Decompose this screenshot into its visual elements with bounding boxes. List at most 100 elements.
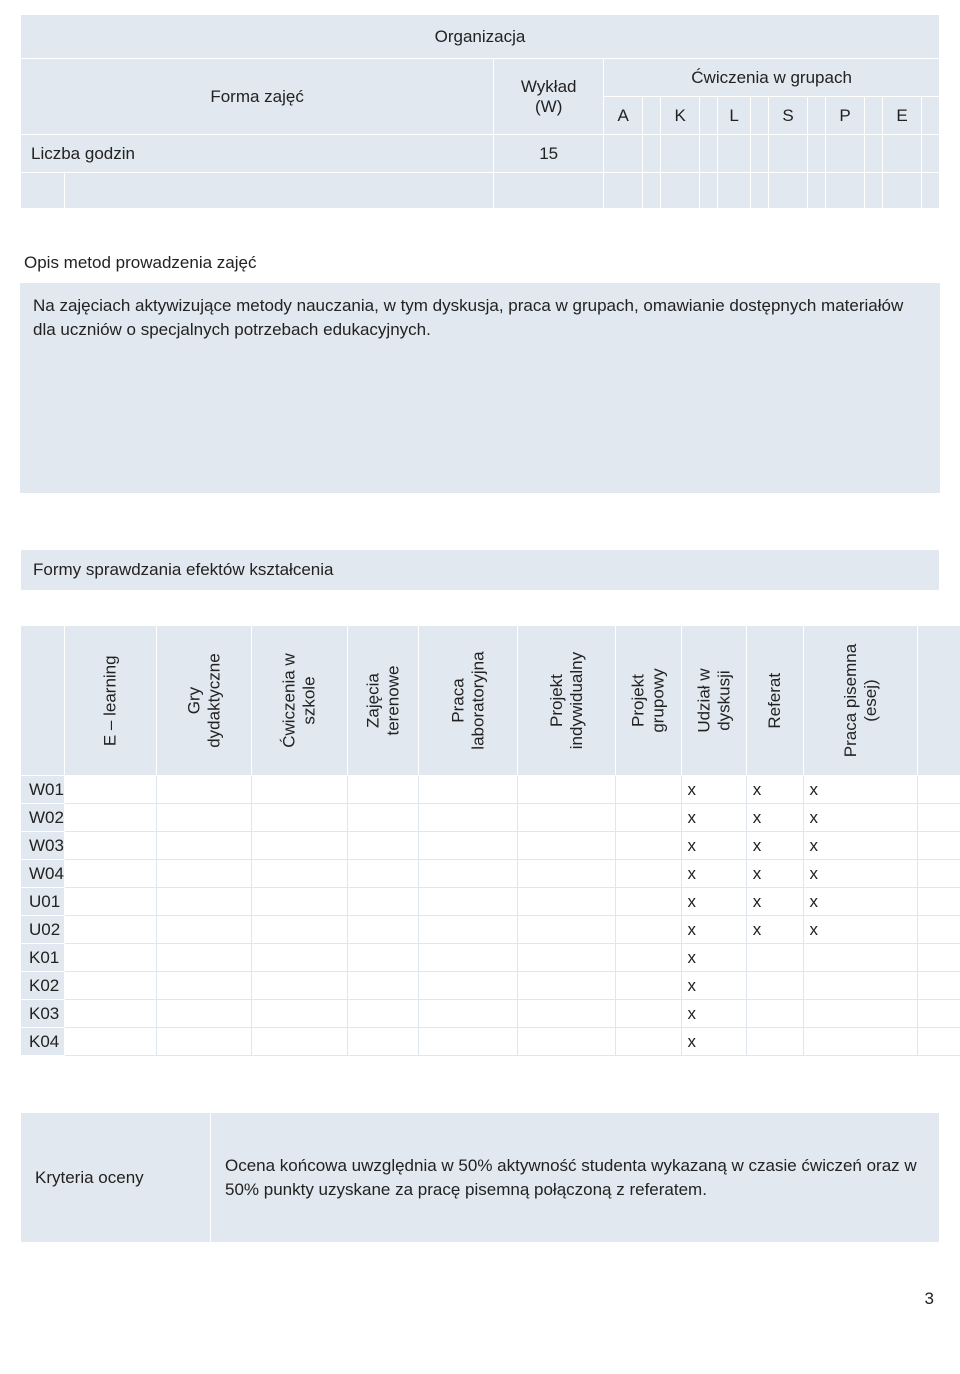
matrix-cell [64, 804, 156, 832]
matrix-cell [616, 860, 681, 888]
matrix-cell [517, 832, 615, 860]
matrix-col-header: Pracalaboratoryjna [418, 626, 517, 776]
spacer [922, 97, 940, 135]
row-code: U01 [21, 888, 65, 916]
matrix-col-header: Egzamin ustny [917, 626, 960, 776]
matrix-cell [917, 1028, 960, 1056]
matrix-cell [252, 916, 347, 944]
matrix-cell [418, 860, 517, 888]
matrix-cell [418, 944, 517, 972]
matrix-cell [616, 832, 681, 860]
matrix-cell [252, 972, 347, 1000]
matrix-cell [418, 916, 517, 944]
matrix-cell: x [803, 916, 917, 944]
row-code: K02 [21, 972, 65, 1000]
matrix-cell [252, 944, 347, 972]
matrix-cell [64, 860, 156, 888]
organization-title: Organizacja [21, 15, 940, 59]
row-code: W02 [21, 804, 65, 832]
matrix-cell: x [681, 916, 746, 944]
form-label: Forma zajęć [21, 59, 494, 135]
matrix-cell: x [681, 1028, 746, 1056]
matrix-cell [917, 1000, 960, 1028]
matrix-col-header: Udział wdyskusji [681, 626, 746, 776]
matrix-cell [156, 860, 252, 888]
matrix-cell: x [746, 832, 803, 860]
matrix-col-label: Projektindywidualny [547, 652, 586, 749]
matrix-cell [347, 888, 418, 916]
matrix-cell [347, 1000, 418, 1028]
matrix-col-label: Udział wdyskusji [694, 668, 733, 732]
matrix-cell [252, 804, 347, 832]
matrix-cell [616, 888, 681, 916]
table-row: W04xxx [21, 860, 960, 888]
matrix-col-header: Projektindywidualny [517, 626, 615, 776]
matrix-cell [64, 1028, 156, 1056]
matrix-cell [917, 944, 960, 972]
matrix-cell [616, 1028, 681, 1056]
matrix-col-header: Projektgrupowy [616, 626, 681, 776]
table-row: K01x [21, 944, 960, 972]
page-number: 3 [20, 1289, 940, 1309]
matrix-cell [418, 972, 517, 1000]
matrix-cell [252, 776, 347, 804]
matrix-col-label: Zajęciaterenowe [363, 665, 402, 735]
criteria-table: Kryteria oceny Ocena końcowa uwzględnia … [20, 1112, 940, 1243]
matrix-cell [418, 1028, 517, 1056]
matrix-cell [347, 804, 418, 832]
matrix-cell [917, 832, 960, 860]
matrix-cell [347, 916, 418, 944]
group-col-s: S [769, 97, 808, 135]
spacer [643, 97, 661, 135]
matrix-cell [517, 916, 615, 944]
matrix-col-label: Referat [765, 672, 785, 728]
matrix-cell [917, 860, 960, 888]
matrix-cell: x [803, 776, 917, 804]
matrix-cell [616, 804, 681, 832]
row-code: U02 [21, 916, 65, 944]
matrix-cell [517, 1000, 615, 1028]
matrix-col-label: E – learning [101, 655, 121, 746]
row-code: W01 [21, 776, 65, 804]
row-code: W04 [21, 860, 65, 888]
table-row: W03xxx [21, 832, 960, 860]
matrix-cell [517, 1028, 615, 1056]
matrix-cell: x [746, 916, 803, 944]
matrix-cell: x [803, 832, 917, 860]
group-col-e: E [883, 97, 922, 135]
hours-value: 15 [494, 135, 604, 173]
matrix-cell [917, 916, 960, 944]
methods-heading: Opis metod prowadzenia zajęć [24, 253, 940, 273]
matrix-cell [917, 888, 960, 916]
matrix-cell [616, 972, 681, 1000]
matrix-cell [917, 804, 960, 832]
matrix-col-header: Referat [746, 626, 803, 776]
matrix-cell [156, 944, 252, 972]
matrix-col-label: Grydydaktyczne [184, 653, 223, 748]
matrix-cell: x [681, 804, 746, 832]
matrix-cell [347, 972, 418, 1000]
matrix-col-header: Praca pisemna(esej) [803, 626, 917, 776]
spacer [865, 97, 883, 135]
matrix-cell [917, 776, 960, 804]
matrix-cell [616, 916, 681, 944]
spacer [751, 97, 769, 135]
group-col-p: P [826, 97, 865, 135]
matrix-cell: x [681, 776, 746, 804]
table-row: K03x [21, 1000, 960, 1028]
matrix-cell [418, 888, 517, 916]
matrix-cell [156, 832, 252, 860]
table-row: U02xxx [21, 916, 960, 944]
matrix-cell: x [746, 804, 803, 832]
matrix-cell [64, 972, 156, 1000]
matrix-cell [156, 776, 252, 804]
table-row: K04x [21, 1028, 960, 1056]
matrix-cell [64, 916, 156, 944]
table-row: U01xxx [21, 888, 960, 916]
assessment-matrix: E – learningGrydydaktyczneĆwiczenia wszk… [20, 625, 960, 1056]
matrix-col-header: Grydydaktyczne [156, 626, 252, 776]
matrix-cell [64, 944, 156, 972]
matrix-cell [517, 888, 615, 916]
table-row: W01xxx [21, 776, 960, 804]
matrix-cell [418, 804, 517, 832]
